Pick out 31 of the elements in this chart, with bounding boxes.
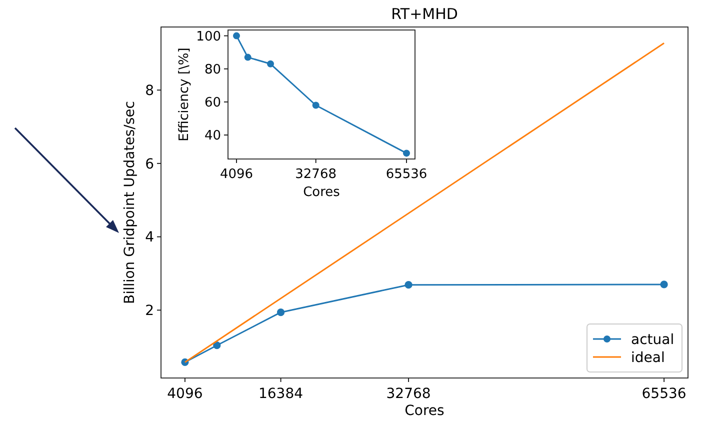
y-tick-label: 100 [196, 29, 221, 44]
point [276, 308, 285, 316]
point [233, 32, 240, 40]
legend-label: actual [631, 332, 674, 348]
point [404, 281, 412, 289]
point [267, 60, 274, 68]
x-axis-title: Cores [404, 403, 444, 419]
y-tick-label: 2 [145, 303, 154, 320]
y-tick-label: 60 [204, 95, 221, 110]
y-axis-title: Billion Gridpoint Updates/sec [122, 101, 138, 304]
y-axis-title: Efficiency [\%] [177, 48, 192, 142]
x-tick-label: 65536 [386, 167, 428, 182]
point [244, 54, 252, 61]
x-tick-label: 32768 [386, 386, 431, 402]
point [213, 342, 221, 350]
point [312, 102, 320, 109]
x-axis-title: Cores [303, 185, 340, 200]
x-tick-label: 32768 [295, 167, 337, 182]
point [403, 150, 410, 157]
point [660, 280, 668, 288]
y-tick-label: 4 [145, 230, 154, 246]
legend-label: ideal [631, 350, 665, 366]
chart-title: RT+MHD [391, 5, 458, 23]
y-tick-label: 8 [145, 82, 154, 99]
x-tick-label: 4096 [167, 386, 203, 402]
x-tick-label: 16384 [258, 386, 304, 402]
y-tick-label: 6 [145, 156, 154, 172]
y-tick-label: 80 [204, 62, 221, 78]
x-tick-label: 4096 [220, 167, 254, 182]
x-tick-label: 65536 [642, 386, 686, 402]
y-tick-label: 40 [204, 128, 221, 144]
